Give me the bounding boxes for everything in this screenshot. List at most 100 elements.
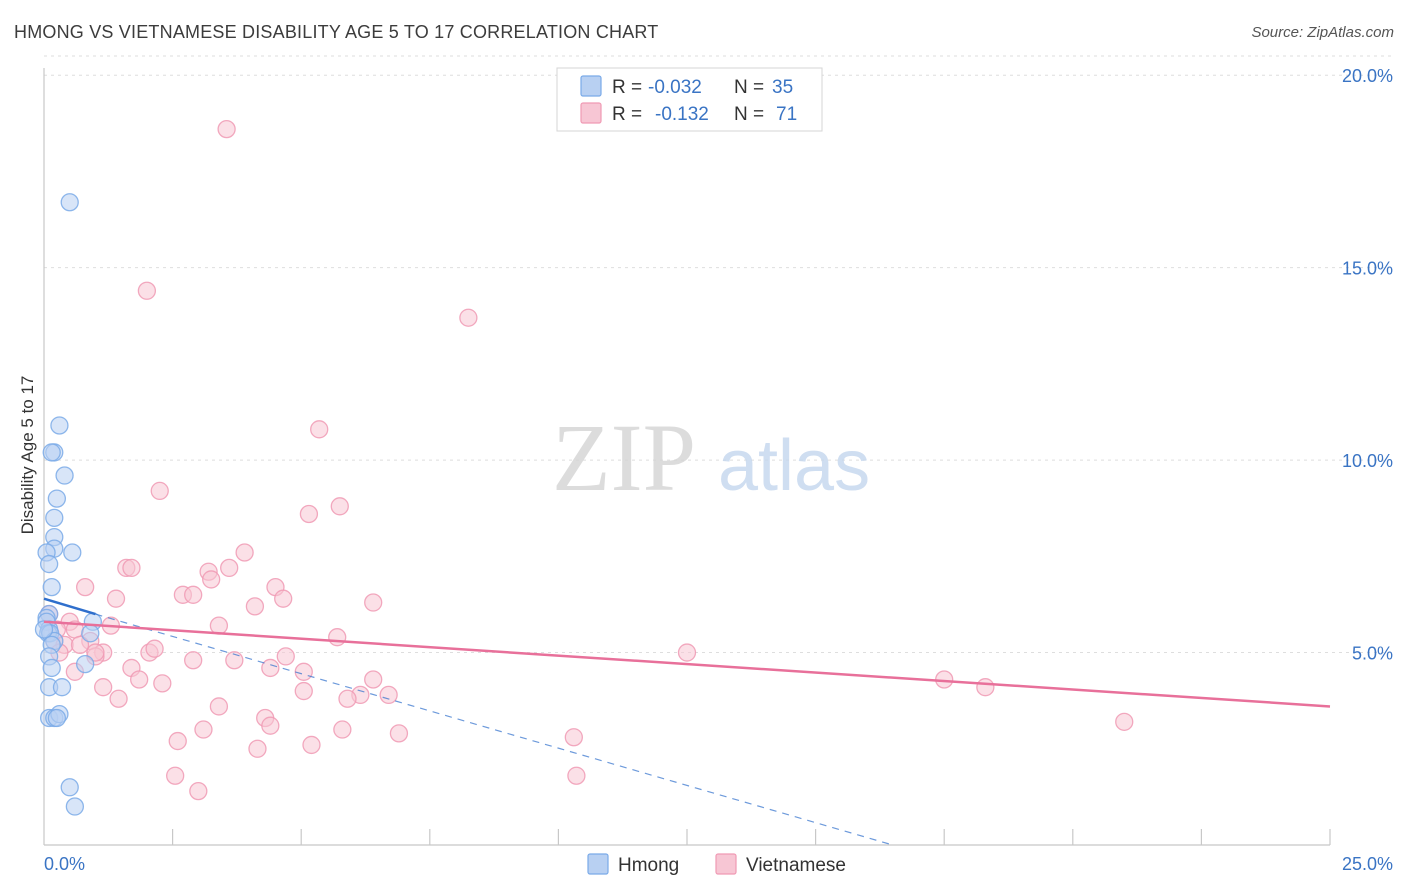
legend-hmong-r-value: -0.032 [648,77,702,98]
vietnamese-point [567,766,586,785]
y-tick-label: 10.0% [1342,451,1393,471]
vietnamese-point [122,558,141,578]
vietnamese-point [364,670,383,689]
series-legend-label-hmong: Hmong [618,855,679,876]
vietnamese-point [106,589,126,608]
vietnamese-point [389,724,409,743]
vietnamese-point [677,643,697,662]
hmong-point [63,543,82,562]
y-tick-label: 20.0% [1342,66,1393,86]
watermark-zip: ZIP [552,404,696,511]
vietnamese-point [209,616,229,635]
legend-swatch-vietnamese [580,102,602,124]
vietnamese-point [94,678,113,697]
vietnamese-point [338,689,357,708]
y-axis-label: Disability Age 5 to 17 [18,376,37,535]
hmong-point [47,708,67,728]
legend-swatch-hmong [580,75,602,97]
watermark-atlas: atlas [718,426,870,506]
legend-hmong-n-value: 35 [772,77,793,98]
series-legend-label-vietnamese: Vietnamese [746,855,846,876]
vietnamese-point [261,716,280,735]
vietnamese-point [194,720,213,739]
vietnamese-point [184,585,203,604]
x-tick-label-min: 0.0% [44,854,85,874]
vietnamese-point [333,720,352,739]
vietnamese-point [235,543,254,562]
hmong-point [76,654,95,674]
hmong-trend-line-extrapolated [95,613,893,846]
vietnamese-point [294,681,313,701]
vietnamese-point [261,658,280,678]
stats-legend: R = -0.032 N = 35 R = -0.132 N = 71 [556,67,823,132]
vietnamese-point [109,689,128,708]
hmong-trend-line [43,597,96,616]
vietnamese-point [310,420,329,439]
vietnamese-point [299,504,319,524]
vietnamese-point [302,735,321,755]
legend-vietnamese-r-value: -0.132 [655,104,709,125]
vietnamese-trend-line [43,620,1331,708]
series-legend-swatch-hmong [587,853,609,875]
vietnamese-point [248,739,267,758]
vietnamese-point [86,643,105,662]
vietnamese-point [217,119,236,139]
hmong-point [42,658,61,678]
grid-lines [44,55,1393,654]
vietnamese-point [150,481,169,501]
hmong-point [81,624,100,643]
vietnamese-point [294,662,313,681]
chart-title: HMONG VS VIETNAMESE DISABILITY AGE 5 TO … [14,22,659,42]
hmong-point [45,508,64,528]
scatter-points [34,119,1134,816]
vietnamese-point [274,589,293,608]
vietnamese-point [564,728,583,747]
hmong-point [39,554,59,574]
vietnamese-point [168,731,187,751]
y-tick-label: 5.0% [1352,644,1393,664]
vietnamese-point [328,628,347,647]
legend-vietnamese-r-label: R = [612,104,642,125]
vietnamese-point [276,647,295,666]
y-tick-label: 15.0% [1342,259,1393,279]
vietnamese-point [1115,712,1134,731]
vietnamese-point [166,766,185,785]
vietnamese-point [220,558,239,578]
hmong-point [65,797,85,816]
vietnamese-point [137,281,157,300]
hmong-point [34,620,54,639]
legend-vietnamese-n-label: N = [734,104,764,125]
trend-lines [43,597,1331,846]
vietnamese-point [130,670,149,689]
vietnamese-point [459,308,478,327]
chart-source: Source: ZipAtlas.com [1251,24,1394,41]
vietnamese-point [202,570,221,589]
x-minor-ticks [172,829,1331,845]
vietnamese-point [209,697,229,716]
vietnamese-point [379,685,398,705]
hmong-point [55,466,74,485]
vietnamese-point [245,597,265,616]
hmong-point [50,416,69,435]
vietnamese-point [976,678,995,697]
series-legend: Hmong Vietnamese [587,853,846,876]
x-tick-label-max: 25.0% [1342,854,1393,874]
hmong-point [47,489,67,508]
hmong-point [60,193,79,212]
hmong-point [42,443,61,462]
vietnamese-point [76,577,95,597]
vietnamese-point [364,593,383,612]
vietnamese-point [70,635,90,655]
legend-hmong-r-label: R = [612,77,642,98]
vietnamese-point [189,781,208,801]
series-legend-swatch-vietnamese [715,853,737,875]
vietnamese-point [153,674,172,693]
hmong-point [42,577,61,597]
y-tick-labels: 5.0% 10.0% 15.0% 20.0% [1342,66,1393,663]
hmong-point [60,778,79,797]
hmong-point [52,678,72,697]
watermark: ZIP atlas [552,404,870,511]
legend-vietnamese-n-value: 71 [776,104,797,125]
legend-hmong-n-label: N = [734,77,764,98]
